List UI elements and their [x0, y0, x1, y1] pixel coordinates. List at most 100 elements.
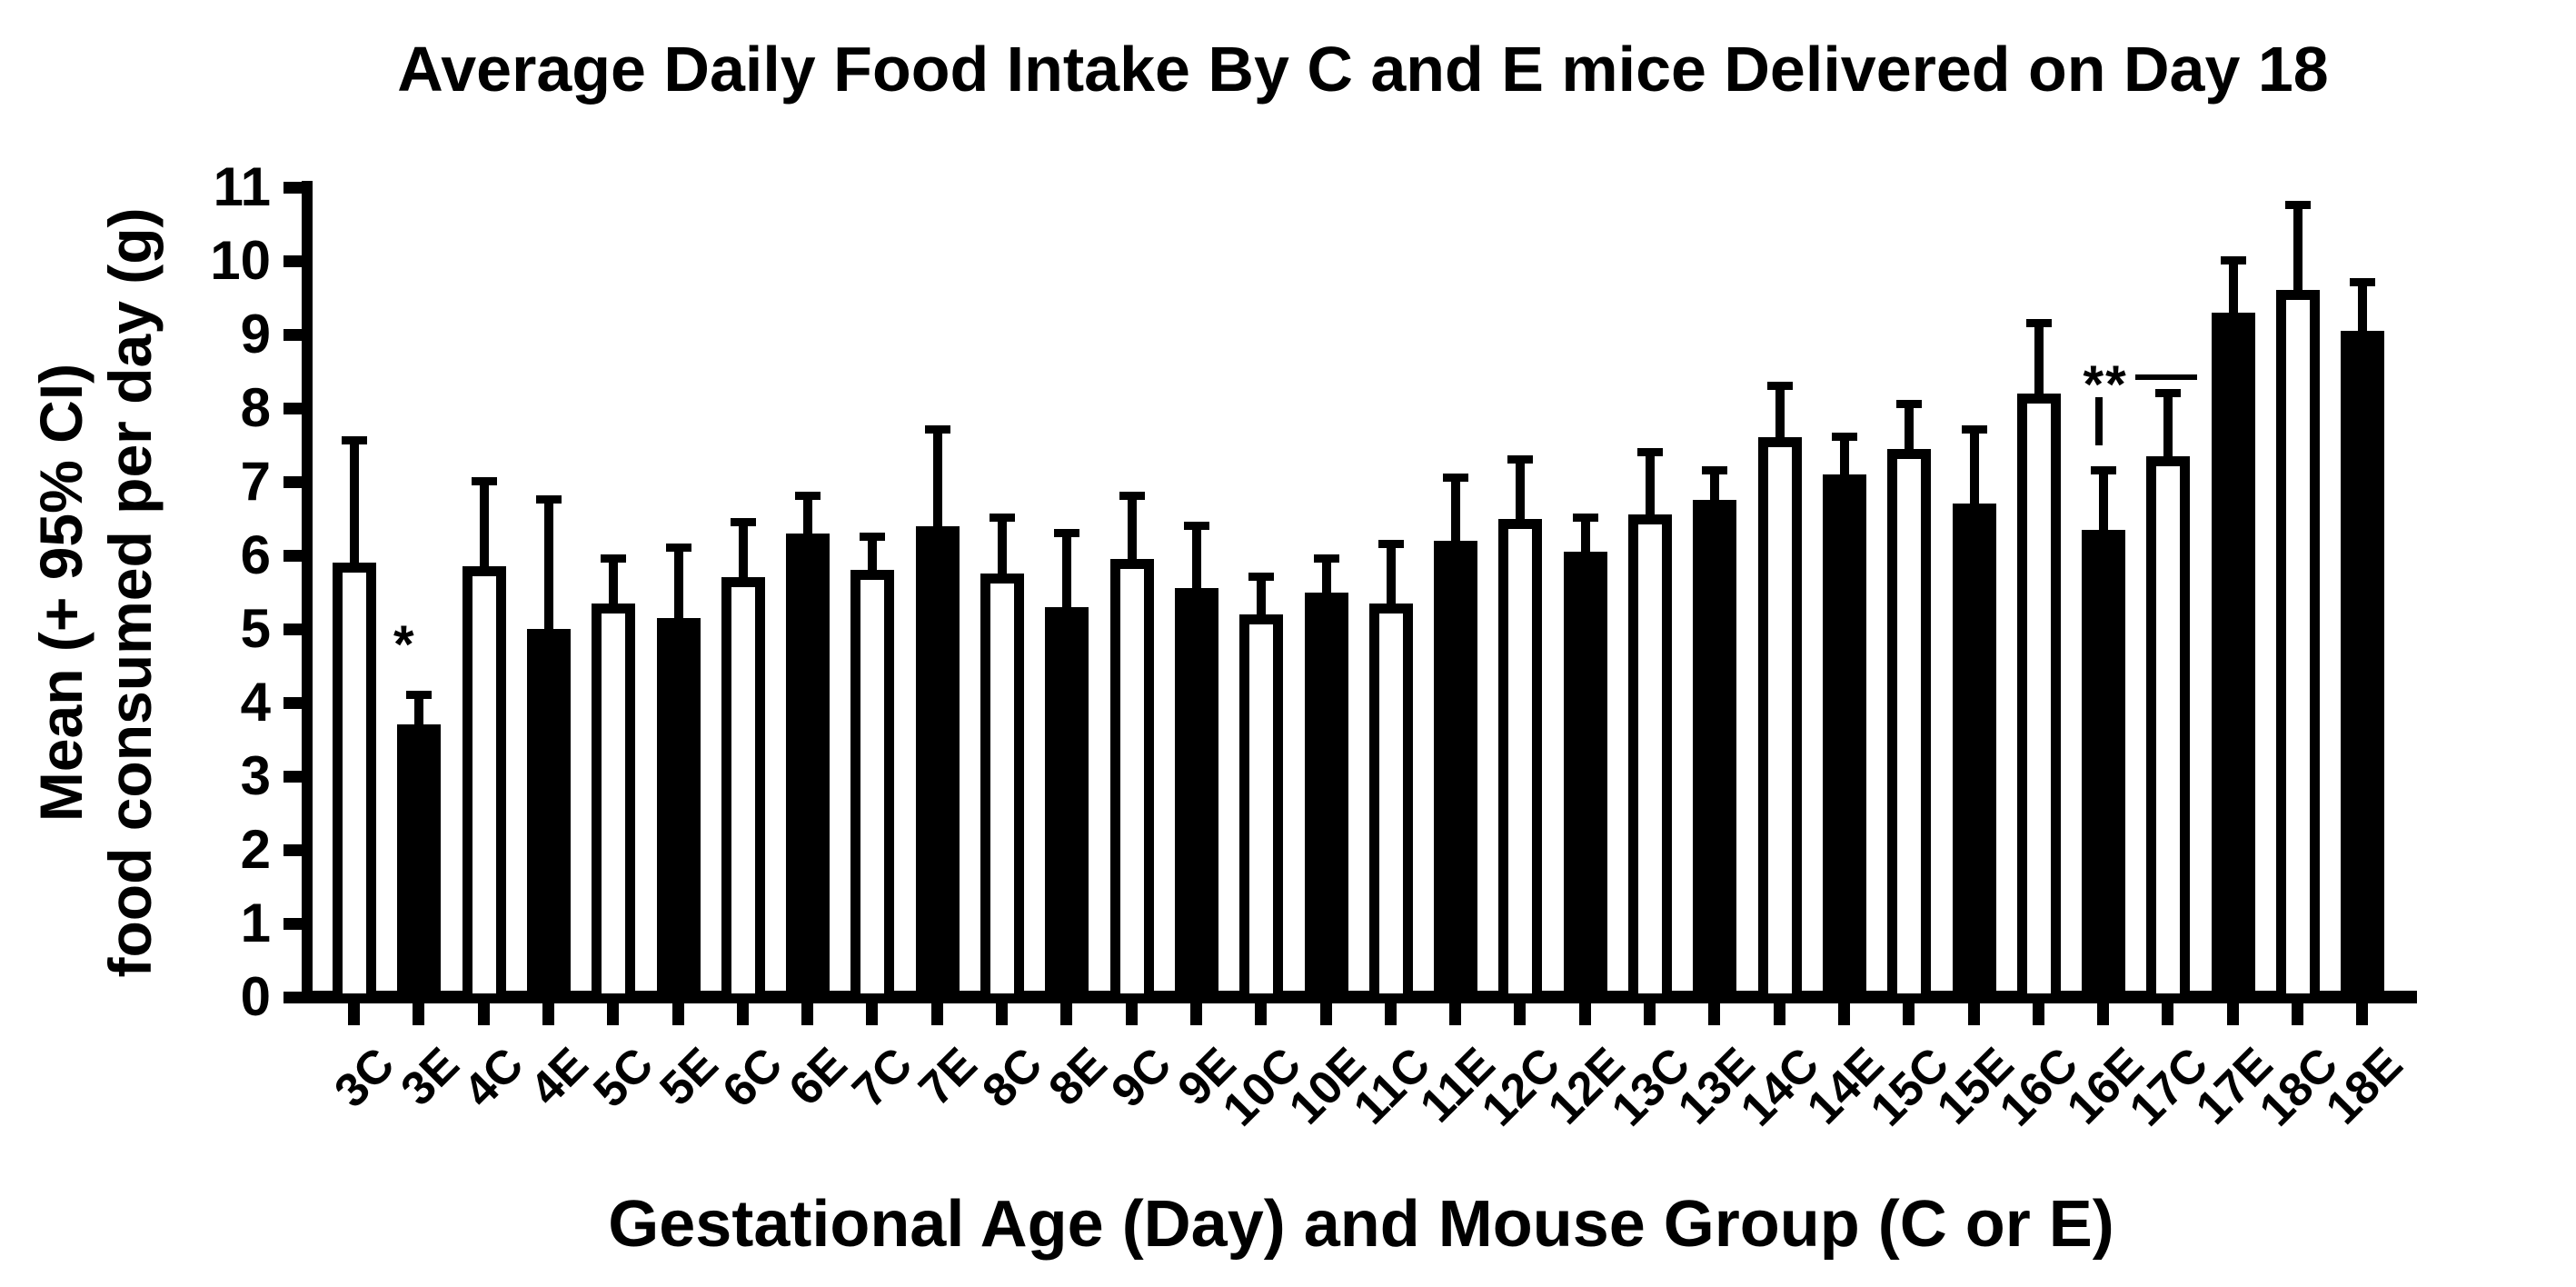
bar-16C [2016, 393, 2061, 1003]
y-tick [283, 182, 302, 194]
y-tick [283, 697, 302, 709]
bar-8E [1045, 606, 1089, 1003]
error-bar-line-6C [738, 518, 748, 582]
error-bar-line-4E [543, 496, 553, 633]
significance-horizontal-line [2135, 374, 2198, 380]
y-tick [283, 550, 302, 562]
chart-title: Average Daily Food Intake By C and E mic… [397, 34, 2329, 105]
error-bar-cap-11C [1378, 539, 1404, 548]
x-tick-3C [348, 1003, 360, 1025]
y-tick [283, 624, 302, 635]
y-tick-label-9: 9 [240, 304, 271, 364]
y-tick-label-7: 7 [240, 451, 271, 512]
x-tick-7C [866, 1003, 879, 1025]
error-bar-line-18E [2358, 279, 2368, 334]
error-bar-cap-6C [730, 517, 756, 526]
error-bar-cap-16E [2091, 465, 2117, 474]
bar-10C [1239, 614, 1284, 1003]
error-bar-cap-12E [1572, 514, 1598, 523]
bar-7C [850, 570, 895, 1003]
bar-11E [1434, 540, 1478, 1003]
bar-17E [2211, 312, 2255, 1003]
error-bar-cap-3C [342, 436, 367, 445]
error-bar-cap-4C [471, 476, 497, 485]
error-bar-cap-9E [1183, 521, 1209, 530]
x-tick-7E [930, 1003, 943, 1025]
x-tick-11E [1449, 1003, 1462, 1025]
error-bar-line-4C [479, 477, 489, 571]
error-bar-cap-12C [1507, 454, 1534, 464]
x-tick-15E [1967, 1003, 1980, 1025]
error-bar-cap-7E [924, 425, 950, 434]
error-bar-line-16E [2099, 466, 2109, 534]
y-tick [283, 992, 302, 1003]
error-bar-cap-16C [2025, 318, 2052, 327]
bar-18E [2341, 330, 2385, 1003]
error-bar-cap-5C [601, 554, 627, 563]
error-bar-cap-13C [1637, 447, 1663, 456]
error-bar-line-7C [868, 533, 878, 574]
y-tick [283, 844, 302, 856]
x-tick-4E [542, 1003, 554, 1025]
error-bar-cap-9C [1119, 492, 1145, 501]
x-tick-12C [1514, 1003, 1527, 1025]
bar-10E [1304, 592, 1348, 1003]
error-bar-line-14E [1839, 434, 1849, 478]
x-tick-16E [2097, 1003, 2110, 1025]
error-bar-cap-15E [1961, 425, 1987, 434]
error-bar-line-3C [350, 437, 359, 567]
error-bar-line-7E [932, 426, 942, 530]
x-tick-17C [2162, 1003, 2174, 1025]
error-bar-cap-10E [1313, 554, 1339, 563]
bar-16E [2082, 529, 2126, 1003]
bar-12E [1563, 551, 1607, 1003]
y-tick [283, 771, 302, 783]
bar-13C [1628, 514, 1672, 1003]
error-bar-line-6E [803, 493, 813, 537]
error-bar-cap-7C [860, 532, 886, 541]
y-tick [283, 476, 302, 488]
error-bar-line-17C [2163, 389, 2173, 460]
x-tick-9E [1189, 1003, 1202, 1025]
error-bar-cap-5E [665, 543, 691, 552]
x-tick-18E [2356, 1003, 2369, 1025]
x-tick-label-7E: 7E [909, 1037, 988, 1116]
y-tick-label-2: 2 [240, 819, 271, 880]
bar-18C [2276, 290, 2320, 1003]
y-tick [283, 329, 302, 341]
error-bar-cap-8E [1054, 528, 1080, 537]
error-bar-cap-14E [1831, 433, 1857, 442]
error-bar-line-13E [1710, 466, 1720, 504]
x-tick-6E [801, 1003, 814, 1025]
error-bar-cap-11E [1443, 473, 1469, 482]
bar-14C [1757, 437, 1802, 1003]
error-bar-line-12E [1580, 514, 1590, 555]
x-tick-13E [1708, 1003, 1721, 1025]
error-bar-line-9E [1191, 522, 1201, 593]
error-bar-line-9C [1127, 493, 1137, 564]
x-tick-10C [1255, 1003, 1268, 1025]
x-tick-14E [1837, 1003, 1850, 1025]
x-tick-15C [1903, 1003, 1915, 1025]
error-bar-line-15E [1969, 426, 1979, 508]
x-tick-5E [671, 1003, 684, 1025]
error-bar-cap-3E [406, 690, 433, 699]
error-bar-line-14C [1775, 382, 1785, 442]
error-bar-line-11C [1386, 540, 1396, 607]
x-tick-18C [2292, 1003, 2303, 1025]
y-tick-label-3: 3 [240, 745, 271, 806]
bar-6E [786, 533, 830, 1003]
y-tick-label-1: 1 [240, 893, 271, 953]
error-bar-cap-10C [1248, 573, 1275, 582]
error-bar-cap-17C [2155, 388, 2182, 397]
bar-14E [1822, 474, 1866, 1003]
x-tick-3E [413, 1003, 425, 1025]
x-tick-8C [996, 1003, 1008, 1025]
significance-marker-16E: ** [2083, 354, 2128, 414]
bar-8C [980, 574, 1024, 1003]
y-tick [283, 403, 302, 414]
error-bar-line-11E [1451, 474, 1461, 544]
error-bar-cap-17E [2220, 255, 2246, 264]
error-bar-cap-18E [2350, 278, 2376, 287]
